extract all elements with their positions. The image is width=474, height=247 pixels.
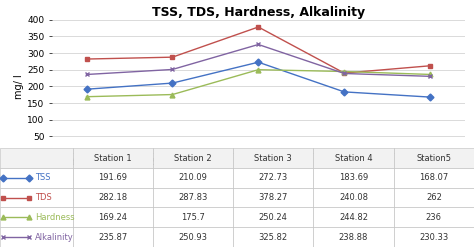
TSS bbox=[255, 61, 261, 64]
Hardness bbox=[83, 95, 89, 98]
TDS bbox=[341, 72, 347, 75]
Hardness bbox=[427, 73, 433, 76]
Alkalinity bbox=[83, 73, 89, 76]
Line: Hardness: Hardness bbox=[84, 67, 433, 99]
Line: TSS: TSS bbox=[84, 60, 433, 100]
Line: Alkalinity: Alkalinity bbox=[84, 42, 433, 79]
Text: TDS: TDS bbox=[35, 193, 51, 202]
Hardness bbox=[255, 68, 261, 71]
Text: TSS: TSS bbox=[35, 173, 50, 182]
Hardness bbox=[341, 70, 347, 73]
Text: Hardness: Hardness bbox=[35, 213, 74, 222]
Text: Alkalinity: Alkalinity bbox=[35, 233, 73, 242]
TSS bbox=[83, 88, 89, 91]
Y-axis label: mg/ l: mg/ l bbox=[15, 74, 25, 99]
Alkalinity bbox=[341, 72, 347, 75]
TSS bbox=[341, 90, 347, 93]
Alkalinity bbox=[255, 43, 261, 46]
Hardness bbox=[170, 93, 175, 96]
TDS bbox=[170, 56, 175, 59]
TSS bbox=[170, 82, 175, 84]
TDS bbox=[255, 25, 261, 28]
Line: TDS: TDS bbox=[84, 24, 433, 76]
Title: TSS, TDS, Hardness, Alkalinity: TSS, TDS, Hardness, Alkalinity bbox=[152, 6, 365, 19]
TDS bbox=[427, 64, 433, 67]
TSS bbox=[427, 96, 433, 99]
TDS bbox=[83, 58, 89, 61]
Alkalinity bbox=[170, 68, 175, 71]
Alkalinity bbox=[427, 75, 433, 78]
